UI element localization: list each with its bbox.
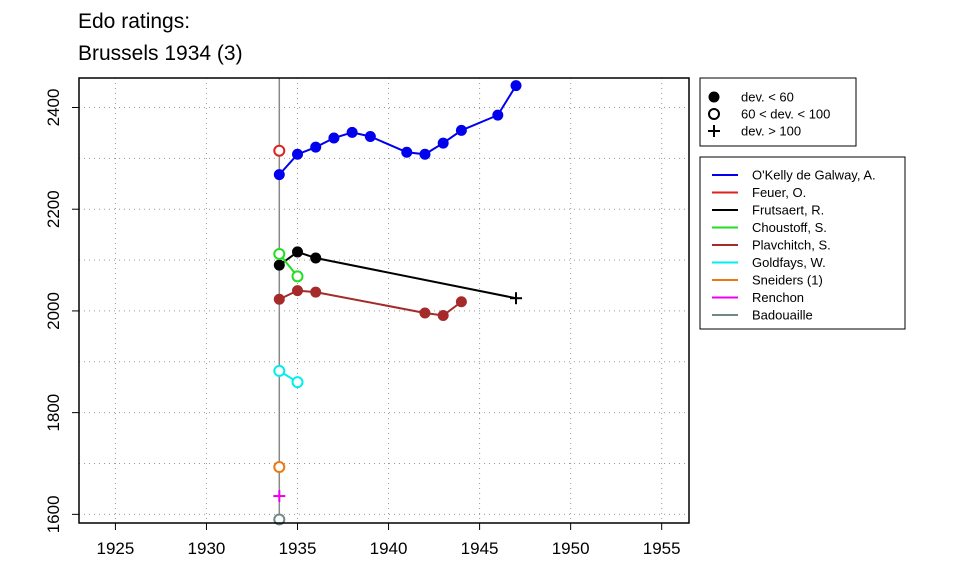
series-line-frutsaert-r (278, 250, 517, 300)
marker-legend-box (699, 77, 857, 147)
plavchitch-s-point (310, 286, 322, 298)
plavchitch-s-point (273, 293, 285, 305)
x-tick-label: 1935 (279, 539, 317, 558)
o-kelly-de-galway-a-point (292, 148, 304, 160)
o-kelly-de-galway-a-point (419, 148, 431, 160)
y-tick-label: 1600 (44, 495, 63, 533)
marker-legend-dev-60-point (708, 91, 720, 103)
frutsaert-r-point (292, 246, 304, 258)
marker-legend-label: 60 < dev. < 100 (741, 107, 830, 122)
legend-label-o-kelly-de-galway-a: O'Kelly de Galway, A. (752, 168, 876, 183)
frutsaert-r-point (510, 292, 523, 305)
plavchitch-s-point (455, 296, 467, 308)
series-goldfays-w (273, 364, 304, 389)
legend-label-badouaille: Badouaille (752, 308, 813, 323)
chart-title-line-1: Edo ratings: (78, 10, 191, 33)
x-tick-label: 1955 (643, 539, 681, 558)
plavchitch-s-point (292, 285, 304, 297)
marker-legend: dev. < 60 60 < dev. < 100 dev. > 100 (699, 77, 857, 147)
o-kelly-de-galway-a-point (455, 124, 467, 136)
series-legend-box (699, 156, 906, 330)
o-kelly-de-galway-a-point (437, 137, 449, 149)
y-tick-label: 1800 (44, 394, 63, 432)
o-kelly-de-galway-a-point (492, 109, 504, 121)
x-tick-label: 1930 (188, 539, 226, 558)
o-kelly-de-galway-a-point (364, 130, 376, 142)
badouaille-point (273, 513, 286, 526)
renchon-point (273, 490, 286, 503)
marker-legend-dev-100-point (708, 125, 720, 137)
legend-label-frutsaert-r: Frutsaert, R. (752, 203, 824, 218)
x-tick-label: 1925 (97, 539, 135, 558)
x-tick-label: 1945 (461, 539, 499, 558)
series-plavchitch-s (273, 285, 467, 322)
legend-label-goldfays-w: Goldfays, W. (752, 255, 826, 270)
sneiders-1-point (273, 461, 286, 474)
axes: 1925 1930 1935 1940 1945 1950 1955 1600 1800 2000… (44, 89, 681, 558)
x-tick-label: 1950 (552, 539, 590, 558)
choustoff-s-point (273, 247, 286, 260)
series-line-plavchitch-s (278, 289, 462, 317)
marker-legend-label: dev. < 60 (741, 90, 794, 105)
choustoff-s-point (291, 270, 304, 283)
o-kelly-de-galway-a-point (328, 132, 340, 144)
legend-label-feuer-o: Feuer, O. (752, 185, 806, 200)
o-kelly-de-galway-a-point (346, 126, 358, 138)
series-badouaille (273, 513, 286, 526)
y-tick-label: 2200 (44, 190, 63, 228)
series-legend: O'Kelly de Galway, A. Feuer, O. Frutsaert,… (699, 156, 906, 330)
grid (79, 78, 689, 523)
plot-frame (78, 77, 690, 524)
series-feuer-o (273, 144, 286, 157)
marker-legend-60-dev-100-point (708, 108, 720, 120)
o-kelly-de-galway-a-point (273, 169, 285, 181)
series-renchon (273, 490, 286, 503)
chart-title-line-2: Brussels 1934 (3) (78, 42, 243, 65)
series-sneiders-1 (273, 461, 286, 474)
plavchitch-s-point (437, 310, 449, 322)
o-kelly-de-galway-a-point (310, 141, 322, 153)
y-tick-label: 2400 (44, 89, 63, 127)
x-tick-label: 1940 (370, 539, 408, 558)
feuer-o-point (273, 144, 286, 157)
marker-legend-label: dev. > 100 (741, 124, 801, 139)
y-tick-label: 2000 (44, 292, 63, 330)
plavchitch-s-point (419, 307, 431, 319)
legend-label-plavchitch-s: Plavchitch, S. (752, 238, 831, 253)
series-layer (273, 80, 523, 526)
series-choustoff-s (273, 247, 304, 283)
o-kelly-de-galway-a-point (401, 146, 413, 158)
legend-label-sneiders-1: Sneiders (1) (752, 273, 823, 288)
series-o-kelly-de-galway-a (273, 80, 522, 181)
frutsaert-r-point (310, 252, 322, 264)
goldfays-w-point (273, 364, 286, 377)
series-line-o-kelly-de-galway-a (278, 85, 517, 176)
o-kelly-de-galway-a-point (510, 80, 522, 92)
legend-label-choustoff-s: Choustoff, S. (752, 220, 827, 235)
frutsaert-r-point (273, 259, 285, 271)
legend-label-renchon: Renchon (752, 290, 804, 305)
series-frutsaert-r (273, 246, 523, 305)
goldfays-w-point (291, 376, 304, 389)
